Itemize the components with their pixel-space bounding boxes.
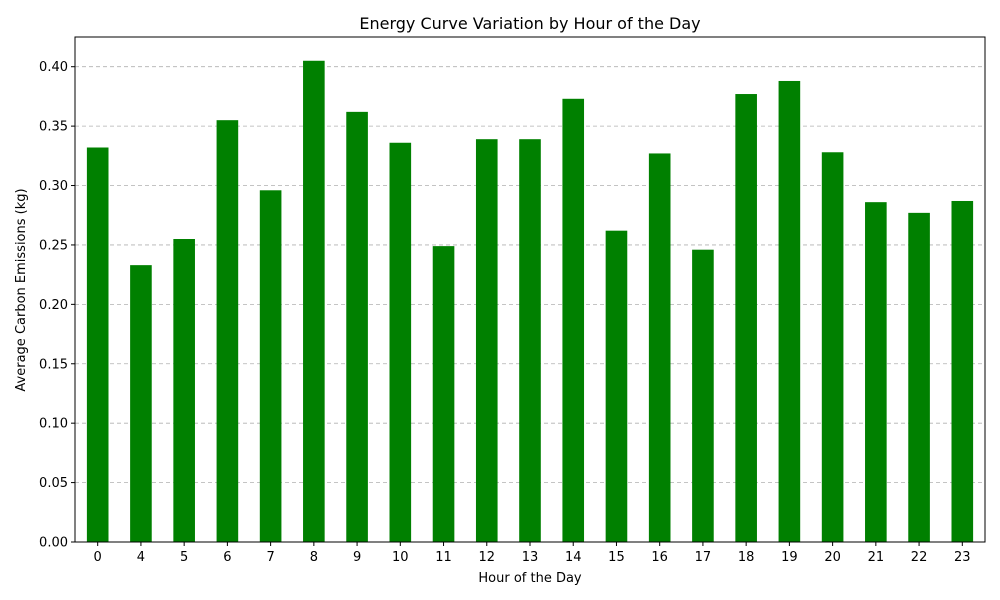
- x-tick-label: 11: [435, 550, 452, 565]
- y-tick-label: 0.15: [39, 357, 68, 372]
- x-tick-label: 9: [353, 550, 361, 565]
- y-tick-label: 0.35: [39, 120, 68, 135]
- bar-hour-18: [735, 94, 757, 543]
- x-tick-label: 14: [565, 550, 582, 565]
- x-tick-label: 22: [911, 550, 928, 565]
- x-tick-label: 10: [392, 550, 409, 565]
- x-tick-label: 20: [824, 550, 841, 565]
- bars: [86, 60, 974, 543]
- bar-hour-13: [519, 139, 541, 542]
- x-tick-label: 13: [522, 550, 539, 565]
- x-tick-label: 4: [137, 550, 145, 565]
- y-axis-ticks: 0.00 0.05 0.10 0.15 0.20 0.25 0.30 0.35 0.40: [39, 60, 75, 551]
- x-tick-label: 17: [695, 550, 712, 565]
- y-tick-label: 0.40: [39, 60, 68, 75]
- x-tick-label: 12: [478, 550, 495, 565]
- x-tick-label: 0: [94, 550, 102, 565]
- bar-hour-8: [303, 60, 325, 542]
- bar-hour-12: [475, 139, 498, 542]
- x-tick-label: 15: [608, 550, 625, 565]
- bar-hour-11: [432, 246, 455, 543]
- x-tick-label: 18: [738, 550, 755, 565]
- bar-hour-16: [648, 153, 671, 542]
- x-tick-label: 21: [868, 550, 885, 565]
- x-tick-label: 23: [954, 550, 971, 565]
- bar-hour-6: [216, 120, 239, 543]
- y-tick-label: 0.25: [39, 238, 68, 253]
- x-axis-label: Hour of the Day: [478, 571, 582, 586]
- x-axis-ticks: 0 4 5 6 7 8 9 10 11 12 13 14 15 16 17 18 19 20 21 22 23: [94, 542, 971, 565]
- bar-hour-9: [346, 111, 368, 542]
- x-tick-label: 7: [266, 550, 274, 565]
- x-tick-label: 19: [781, 550, 798, 565]
- bar-hour-20: [821, 152, 844, 542]
- y-tick-label: 0.00: [39, 536, 68, 551]
- y-tick-label: 0.20: [39, 298, 68, 313]
- y-tick-label: 0.10: [39, 417, 68, 432]
- y-axis-label: Average Carbon Emissions (kg): [14, 188, 29, 391]
- bar-hour-23: [951, 200, 974, 542]
- bar-hour-0: [86, 147, 109, 542]
- bar-hour-4: [130, 265, 152, 542]
- chart-title: Energy Curve Variation by Hour of the Da…: [359, 14, 700, 33]
- bar-hour-10: [389, 142, 412, 543]
- y-tick-label: 0.05: [39, 476, 68, 491]
- bar-hour-22: [908, 212, 930, 542]
- bar-hour-15: [605, 230, 628, 542]
- x-tick-label: 16: [651, 550, 668, 565]
- bar-hour-21: [865, 202, 887, 542]
- x-tick-label: 8: [310, 550, 318, 565]
- bar-hour-14: [562, 98, 585, 542]
- bar-hour-7: [259, 190, 282, 542]
- y-tick-label: 0.30: [39, 179, 68, 194]
- x-tick-label: 5: [180, 550, 188, 565]
- x-tick-label: 6: [223, 550, 231, 565]
- bar-hour-19: [778, 80, 801, 542]
- bar-hour-5: [173, 239, 195, 542]
- bar-hour-17: [692, 249, 714, 542]
